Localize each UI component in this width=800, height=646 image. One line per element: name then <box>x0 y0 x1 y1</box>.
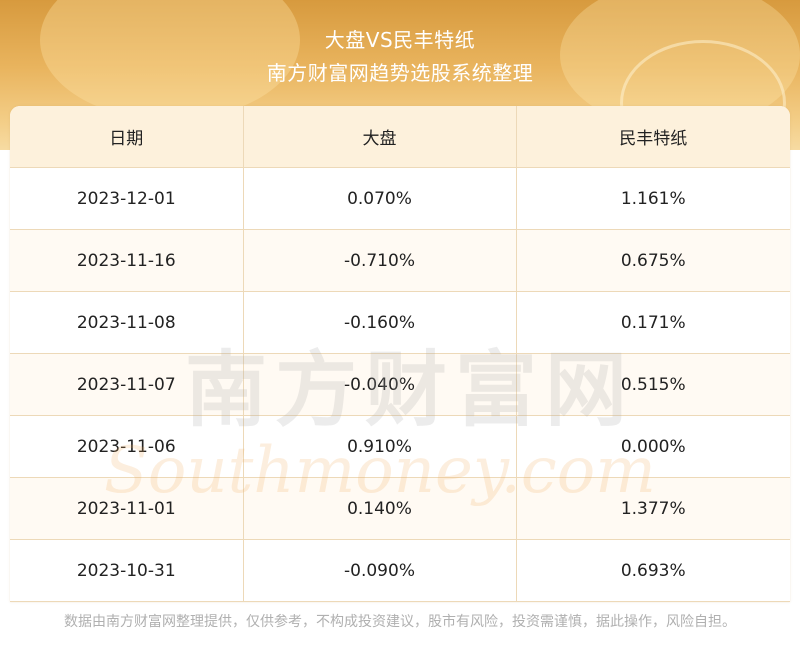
header-banner: 大盘VS民丰特纸 南方财富网趋势选股系统整理 <box>0 0 800 150</box>
table-row: 2023-10-31 -0.090% 0.693% <box>10 539 790 602</box>
column-header-date: 日期 <box>10 106 244 168</box>
footer-disclaimer: 数据由南方财富网整理提供，仅供参考，不构成投资建议，股市有风险，投资需谨慎，据此… <box>64 614 736 630</box>
column-header-market: 大盘 <box>243 106 517 168</box>
market-change-cell: 0.910% <box>243 415 517 478</box>
date-cell: 2023-11-07 <box>10 353 244 416</box>
table-row: 2023-11-06 0.910% 0.000% <box>10 415 790 478</box>
date-cell: 2023-11-08 <box>10 291 244 354</box>
date-cell: 2023-10-31 <box>10 539 244 602</box>
banner-decoration <box>620 40 786 150</box>
date-cell: 2023-11-16 <box>10 229 244 292</box>
table-header-row: 日期 大盘 民丰特纸 <box>10 106 790 168</box>
table-row: 2023-11-16 -0.710% 0.675% <box>10 229 790 292</box>
date-cell: 2023-11-01 <box>10 477 244 540</box>
stock-change-cell: 0.675% <box>516 229 790 292</box>
table-row: 2023-12-01 0.070% 1.161% <box>10 167 790 230</box>
market-change-cell: 0.140% <box>243 477 517 540</box>
market-change-cell: -0.160% <box>243 291 517 354</box>
column-header-stock: 民丰特纸 <box>516 106 790 168</box>
stock-change-cell: 0.000% <box>516 415 790 478</box>
table-row: 2023-11-07 -0.040% 0.515% <box>10 353 790 416</box>
market-change-cell: -0.040% <box>243 353 517 416</box>
market-change-cell: 0.070% <box>243 167 517 230</box>
stock-change-cell: 0.515% <box>516 353 790 416</box>
stock-change-cell: 1.161% <box>516 167 790 230</box>
date-cell: 2023-12-01 <box>10 167 244 230</box>
table-row: 2023-11-08 -0.160% 0.171% <box>10 291 790 354</box>
market-change-cell: -0.090% <box>243 539 517 602</box>
table-row: 2023-11-01 0.140% 1.377% <box>10 477 790 540</box>
page-subtitle: 南方财富网趋势选股系统整理 <box>266 61 534 85</box>
comparison-table: 日期 大盘 民丰特纸 2023-12-01 0.070% 1.161% 2023… <box>10 106 790 602</box>
date-cell: 2023-11-06 <box>10 415 244 478</box>
page-title: 大盘VS民丰特纸 <box>324 28 476 52</box>
stock-change-cell: 0.693% <box>516 539 790 602</box>
data-table-card: 日期 大盘 民丰特纸 2023-12-01 0.070% 1.161% 2023… <box>10 106 790 602</box>
stock-change-cell: 0.171% <box>516 291 790 354</box>
market-change-cell: -0.710% <box>243 229 517 292</box>
stock-change-cell: 1.377% <box>516 477 790 540</box>
